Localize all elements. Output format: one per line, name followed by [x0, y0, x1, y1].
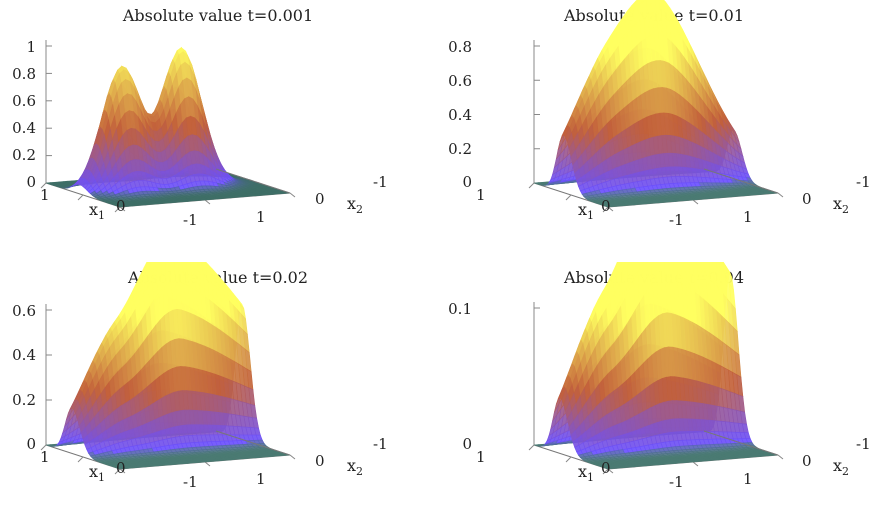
x2-tick: 0: [802, 190, 812, 208]
z-tick: 0.4: [438, 106, 472, 124]
chart-panel-3: Absolute value t=0.02 0.6 0.4 0.2 0 1 x1…: [0, 262, 436, 507]
x2-tick-mark: [205, 200, 210, 204]
x1-tick: -1: [183, 473, 198, 491]
z-tick: 0.6: [2, 92, 36, 110]
x1-tick: 1: [40, 186, 50, 204]
chart-panel-1: Absolute value t=0.001 1 0.8 0.6 0.4 0.2…: [0, 0, 436, 245]
surface-plot: [0, 262, 436, 507]
z-tick: 0.2: [2, 391, 36, 409]
z-tick: 0.8: [438, 38, 472, 56]
z-tick: 0: [2, 435, 36, 453]
z-tick: 0.4: [2, 119, 36, 137]
x2-tick: -1: [856, 173, 871, 191]
x1-tick: 1: [40, 448, 50, 466]
x1-tick: 0: [601, 197, 611, 215]
x2-axis-label: x2: [347, 456, 363, 478]
z-tick: 0.2: [2, 146, 36, 164]
surface-mesh: [46, 48, 290, 207]
surface-plot: [0, 0, 436, 245]
surface-mesh: [534, 262, 778, 469]
x1-tick-mark: [529, 445, 534, 450]
x1-tick: -1: [669, 211, 684, 229]
x1-tick-mark: [78, 457, 83, 462]
surface-mesh: [46, 262, 290, 469]
x1-tick: 1: [476, 186, 486, 204]
chart-panel-2: Absolute value t=0.01 0.8 0.6 0.4 0.2 0 …: [436, 0, 872, 245]
x1-tick-mark: [529, 183, 534, 188]
z-tick: 0.6: [438, 72, 472, 90]
x2-tick: 0: [315, 190, 325, 208]
x2-tick-mark: [205, 462, 210, 466]
z-tick: 0: [2, 173, 36, 191]
x2-tick-mark: [693, 462, 698, 466]
x2-tick: 1: [743, 208, 753, 226]
x2-tick: 1: [256, 470, 266, 488]
x1-tick-mark: [566, 195, 571, 200]
z-tick: 0.8: [2, 65, 36, 83]
x2-axis-label: x2: [347, 194, 363, 216]
x2-tick-mark: [693, 200, 698, 204]
x2-tick-mark: [778, 193, 783, 197]
x2-tick-mark: [290, 455, 295, 459]
z-tick: 0.2: [438, 140, 472, 158]
x1-axis-label: x1: [89, 462, 105, 484]
chart-panel-4: Absolute value t=0.04 0.1 0 1 x1 0 -1 1 …: [436, 262, 872, 507]
x1-axis-label: x1: [578, 200, 594, 222]
x2-tick: -1: [373, 173, 388, 191]
x2-tick: 1: [256, 208, 266, 226]
x1-tick: 0: [116, 197, 126, 215]
x2-tick: -1: [373, 435, 388, 453]
x2-tick-mark: [290, 193, 295, 197]
x1-tick-mark: [78, 195, 83, 200]
z-tick: 1: [2, 38, 36, 56]
z-tick: 0.4: [2, 346, 36, 364]
surface-plot: [436, 0, 872, 245]
x2-tick-mark: [778, 455, 783, 459]
x1-axis-label: x1: [89, 200, 105, 222]
x1-tick: -1: [183, 211, 198, 229]
x1-tick: 0: [116, 459, 126, 477]
z-tick: 0.6: [2, 302, 36, 320]
x2-tick: 0: [315, 452, 325, 470]
x1-tick-mark: [566, 457, 571, 462]
z-tick: 0: [438, 173, 472, 191]
surface-plot: [436, 262, 872, 507]
surface-mesh: [534, 0, 778, 207]
x2-axis-label: x2: [833, 194, 849, 216]
